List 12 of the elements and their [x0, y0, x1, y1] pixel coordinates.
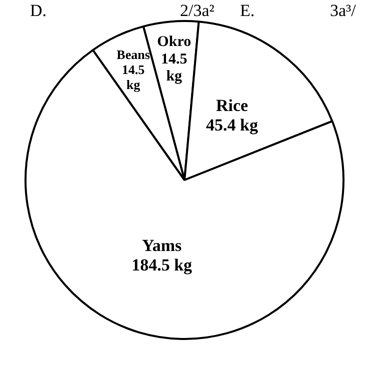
- data-label: 14.5 kg: [122, 62, 146, 92]
- text: E.: [240, 1, 255, 21]
- text: 2/3a²: [180, 1, 214, 21]
- text: 3a³/: [330, 1, 356, 21]
- text: D.: [30, 1, 47, 21]
- data-label: 14.5 kg: [161, 51, 188, 85]
- slice-label: Okro: [157, 34, 192, 50]
- slice-label: Rice: [216, 96, 249, 115]
- slice-label: Beans: [116, 46, 150, 62]
- slice-label: Yams: [142, 236, 182, 255]
- data-label: 45.4 kg: [206, 115, 259, 134]
- data-label: 184.5 kg: [132, 255, 193, 274]
